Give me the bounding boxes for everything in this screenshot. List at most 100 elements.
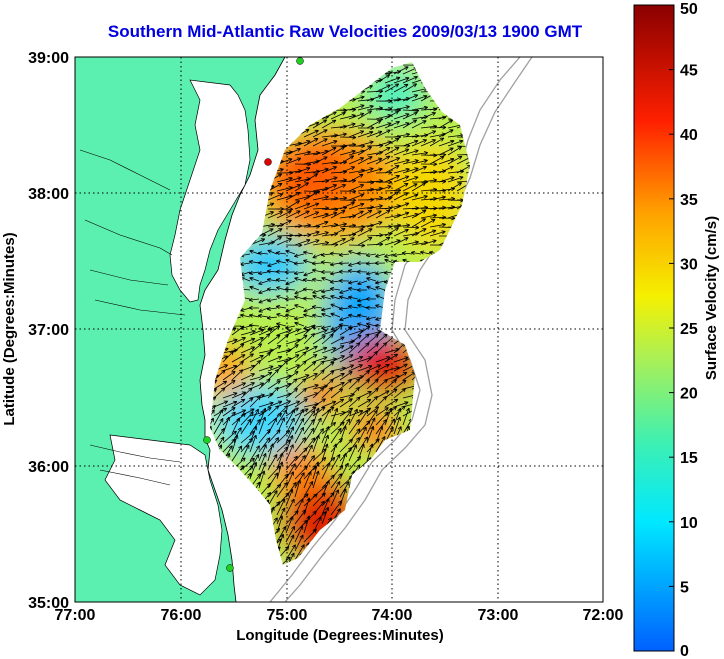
- velocity-vector: [312, 289, 323, 294]
- velocity-vector: [357, 167, 374, 174]
- velocity-vector: [294, 534, 304, 552]
- velocity-vector: [366, 277, 377, 282]
- velocity-vector: [339, 201, 355, 210]
- velocity-vector: [267, 386, 279, 399]
- velocity-vector: [357, 146, 372, 156]
- velocity-vector: [339, 398, 353, 408]
- velocity-vector: [231, 354, 246, 363]
- velocity-vector: [348, 184, 365, 192]
- velocity-vector: [267, 345, 282, 354]
- velocity-vector: [393, 167, 410, 174]
- velocity-vector: [321, 434, 329, 453]
- velocity-vector: [249, 408, 259, 426]
- colorbar-tick-label: 25: [680, 321, 698, 338]
- velocity-vector: [222, 406, 236, 417]
- velocity-vector: [276, 313, 287, 318]
- velocity-vector: [348, 250, 359, 255]
- velocity-vector: [320, 260, 332, 265]
- velocity-vector: [330, 132, 347, 138]
- velocity-vector: [285, 157, 302, 165]
- velocity-vector: [338, 252, 350, 257]
- velocity-vector: [375, 411, 389, 426]
- radar-station-marker: [296, 57, 304, 65]
- velocity-vector: [294, 140, 311, 147]
- velocity-vector: [312, 240, 330, 246]
- velocity-vector: [303, 345, 318, 354]
- velocity-vector: [249, 238, 266, 246]
- velocity-vector: [375, 369, 388, 381]
- velocity-vector: [312, 398, 326, 408]
- velocity-vector: [339, 438, 353, 453]
- velocity-vector: [275, 269, 287, 274]
- velocity-vector: [366, 94, 383, 102]
- velocity-vector: [420, 229, 437, 237]
- velocity-vector: [240, 307, 251, 312]
- velocity-vector: [402, 159, 419, 165]
- velocity-vector: [411, 120, 427, 129]
- velocity-vector: [312, 360, 325, 372]
- velocity-vector: [248, 305, 260, 311]
- velocity-vector: [258, 352, 271, 363]
- radar-station-marker: [203, 436, 211, 444]
- velocity-vector: [303, 259, 314, 264]
- velocity-vector: [339, 178, 357, 183]
- velocity-vector: [348, 396, 361, 408]
- velocity-vector: [303, 515, 311, 534]
- velocity-vector: [285, 354, 300, 363]
- velocity-vector: [222, 400, 238, 408]
- velocity-vector: [231, 382, 247, 390]
- velocity-vector: [357, 420, 371, 435]
- velocity-vector: [276, 219, 292, 228]
- velocity-vector: [312, 434, 320, 453]
- velocity-vector: [275, 250, 287, 256]
- velocity-vector: [321, 333, 334, 345]
- velocity-vector: [356, 251, 368, 256]
- velocity-vector: [321, 378, 334, 390]
- velocity-vector: [366, 322, 377, 327]
- velocity-vector: [258, 416, 266, 435]
- velocity-vector: [393, 228, 409, 237]
- velocity-vector: [366, 316, 377, 321]
- velocity-vector: [357, 365, 373, 372]
- velocity-vector: [429, 222, 447, 228]
- velocity-vector: [249, 343, 263, 354]
- y-axis-label: Latitude (Degrees:Minutes): [1, 232, 18, 425]
- velocity-vector: [240, 418, 252, 435]
- velocity-vector: [366, 417, 376, 435]
- velocity-vector: [303, 332, 315, 345]
- velocity-vector: [249, 359, 261, 372]
- velocity-vector: [311, 261, 323, 266]
- velocity-vector: [357, 236, 373, 246]
- velocity-vector: [347, 286, 359, 291]
- velocity-vector: [303, 361, 317, 372]
- velocity-vector: [329, 286, 341, 292]
- velocity-vector: [375, 147, 391, 156]
- colorbar-tick-label: 30: [680, 256, 698, 273]
- velocity-vector: [393, 148, 410, 156]
- velocity-vector: [357, 407, 372, 417]
- velocity-vector: [275, 278, 287, 283]
- velocity-vector: [303, 528, 317, 543]
- velocity-vector: [357, 140, 374, 147]
- velocity-vector: [402, 119, 418, 129]
- velocity-vector: [294, 408, 304, 426]
- y-tick-label: 38:00: [28, 186, 69, 203]
- velocity-vector: [231, 398, 246, 408]
- velocity-vector: [240, 437, 254, 453]
- velocity-vector: [312, 387, 325, 399]
- velocity-vector: [356, 260, 368, 266]
- velocity-vector: [239, 313, 251, 318]
- velocity-vector: [357, 280, 368, 286]
- velocity-vector: [276, 461, 284, 480]
- velocity-vector: [285, 400, 301, 408]
- velocity-vector: [393, 202, 410, 210]
- x-axis-label: Longitude (Degrees:Minutes): [236, 627, 444, 644]
- velocity-vector: [348, 157, 365, 165]
- velocity-vector: [258, 371, 273, 381]
- velocity-vector: [347, 268, 359, 274]
- velocity-vector: [384, 137, 400, 147]
- velocity-vector: [312, 294, 323, 300]
- velocity-vector: [366, 204, 383, 210]
- velocity-vector: [357, 370, 370, 381]
- velocity-vector: [321, 480, 330, 498]
